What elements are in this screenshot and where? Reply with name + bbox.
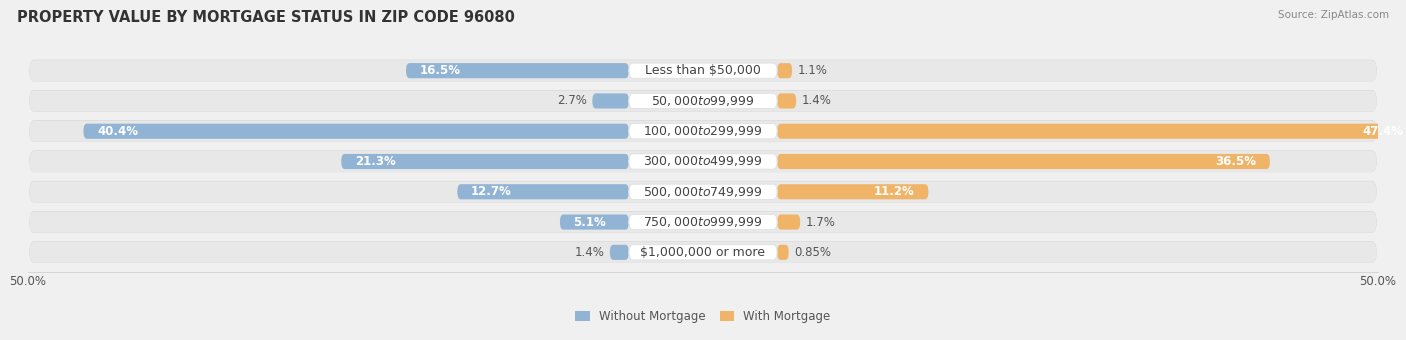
FancyBboxPatch shape [30, 242, 1376, 263]
FancyBboxPatch shape [778, 94, 796, 108]
FancyBboxPatch shape [628, 154, 778, 169]
FancyBboxPatch shape [30, 151, 1376, 172]
FancyBboxPatch shape [30, 241, 1376, 263]
FancyBboxPatch shape [560, 215, 628, 230]
Text: 5.1%: 5.1% [574, 216, 606, 228]
FancyBboxPatch shape [778, 245, 789, 260]
Text: $1,000,000 or more: $1,000,000 or more [641, 246, 765, 259]
FancyBboxPatch shape [30, 120, 1376, 142]
Text: 21.3%: 21.3% [354, 155, 395, 168]
FancyBboxPatch shape [30, 151, 1376, 172]
FancyBboxPatch shape [30, 60, 1376, 81]
Text: $300,000 to $499,999: $300,000 to $499,999 [644, 154, 762, 169]
FancyBboxPatch shape [457, 184, 628, 199]
Text: PROPERTY VALUE BY MORTGAGE STATUS IN ZIP CODE 96080: PROPERTY VALUE BY MORTGAGE STATUS IN ZIP… [17, 10, 515, 25]
FancyBboxPatch shape [628, 63, 778, 78]
FancyBboxPatch shape [628, 94, 778, 108]
FancyBboxPatch shape [30, 90, 1376, 112]
Text: 0.85%: 0.85% [794, 246, 831, 259]
FancyBboxPatch shape [342, 154, 628, 169]
Text: $100,000 to $299,999: $100,000 to $299,999 [644, 124, 762, 138]
FancyBboxPatch shape [592, 94, 628, 108]
FancyBboxPatch shape [628, 124, 778, 139]
FancyBboxPatch shape [30, 181, 1376, 202]
FancyBboxPatch shape [778, 215, 800, 230]
Text: 16.5%: 16.5% [419, 64, 461, 77]
Text: $500,000 to $749,999: $500,000 to $749,999 [644, 185, 762, 199]
FancyBboxPatch shape [30, 121, 1376, 142]
Text: 1.1%: 1.1% [797, 64, 827, 77]
FancyBboxPatch shape [30, 181, 1376, 202]
FancyBboxPatch shape [628, 184, 778, 199]
FancyBboxPatch shape [778, 184, 928, 199]
FancyBboxPatch shape [83, 124, 628, 139]
Text: 12.7%: 12.7% [471, 185, 512, 198]
Text: 36.5%: 36.5% [1215, 155, 1257, 168]
FancyBboxPatch shape [30, 90, 1376, 112]
Text: 40.4%: 40.4% [97, 125, 138, 138]
Text: Source: ZipAtlas.com: Source: ZipAtlas.com [1278, 10, 1389, 20]
FancyBboxPatch shape [30, 211, 1376, 233]
FancyBboxPatch shape [628, 215, 778, 230]
FancyBboxPatch shape [778, 154, 1270, 169]
FancyBboxPatch shape [610, 245, 628, 260]
FancyBboxPatch shape [30, 211, 1376, 233]
FancyBboxPatch shape [778, 63, 792, 78]
Text: 2.7%: 2.7% [557, 95, 586, 107]
Text: 1.4%: 1.4% [801, 95, 831, 107]
Text: 1.4%: 1.4% [575, 246, 605, 259]
FancyBboxPatch shape [778, 124, 1406, 139]
Text: $50,000 to $99,999: $50,000 to $99,999 [651, 94, 755, 108]
FancyBboxPatch shape [406, 63, 628, 78]
FancyBboxPatch shape [628, 245, 778, 260]
Text: $750,000 to $999,999: $750,000 to $999,999 [644, 215, 762, 229]
FancyBboxPatch shape [30, 60, 1376, 81]
Text: Less than $50,000: Less than $50,000 [645, 64, 761, 77]
Text: 11.2%: 11.2% [875, 185, 915, 198]
Text: 47.4%: 47.4% [1362, 125, 1403, 138]
Text: 1.7%: 1.7% [806, 216, 835, 228]
Legend: Without Mortgage, With Mortgage: Without Mortgage, With Mortgage [571, 306, 835, 328]
